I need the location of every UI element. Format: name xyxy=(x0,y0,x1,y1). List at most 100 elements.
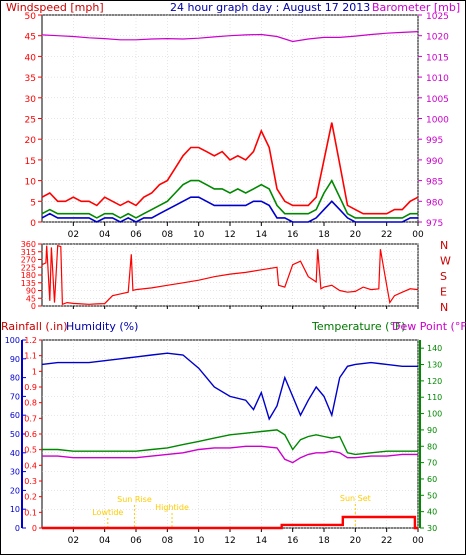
rain-tick-label: 1.1 xyxy=(24,352,37,361)
compass-label: E xyxy=(440,286,447,299)
humidity-tick-label: 50 xyxy=(10,430,20,439)
direction-tick-label: 225 xyxy=(21,263,36,272)
direction-tick-label: 315 xyxy=(21,248,36,257)
direction-tick-label: 90 xyxy=(26,287,36,296)
direction-tick-label: 270 xyxy=(21,256,36,265)
wind-direction-series xyxy=(41,244,419,306)
windspeed-tick-label: 35 xyxy=(25,74,36,84)
direction-tick-label: 135 xyxy=(21,279,36,288)
panel1-hour-label: 04 xyxy=(99,230,111,240)
barometer-tick-label: 1010 xyxy=(426,74,449,84)
direction-tick-label: 0 xyxy=(31,302,36,311)
panel3-hour-label: 10 xyxy=(193,536,205,546)
temperature-series xyxy=(42,429,418,456)
panel3-hour-label: 12 xyxy=(224,536,235,546)
panel3-hour-label: 22 xyxy=(381,536,392,546)
rain-tick-label: 0.8 xyxy=(24,399,37,408)
sun-rise-label: Sun Rise xyxy=(117,495,152,504)
rain-tick-label: 0.5 xyxy=(24,446,37,455)
barometer-tick-label: 995 xyxy=(426,136,443,146)
rain-humidity-temperature-panel: 010203040506070809010000.10.20.30.40.50.… xyxy=(5,336,443,546)
panel1-hour-label: 20 xyxy=(350,230,362,240)
compass-label: N xyxy=(440,239,448,252)
panel3-hour-label: 16 xyxy=(287,536,299,546)
wind-gust-series xyxy=(41,178,418,219)
barometer-tick-label: 980 xyxy=(426,198,443,208)
rain-tick-label: 0.7 xyxy=(24,414,37,423)
barometer-tick-label: 1015 xyxy=(426,53,449,63)
rain-tick-label: 1 xyxy=(32,367,37,376)
panel1-hour-label: 08 xyxy=(162,230,174,240)
barometer-tick-label: 990 xyxy=(426,157,443,167)
rain-tick-label: 1.2 xyxy=(24,336,37,345)
compass-label: N xyxy=(440,301,448,314)
rain-tick-label: 0 xyxy=(32,524,37,533)
windspeed-tick-label: 0 xyxy=(30,219,36,229)
low-tide-label: Lowtide xyxy=(92,508,123,517)
dew-point-axis-title: Dew Point (°F) xyxy=(392,320,466,333)
windspeed-tick-label: 50 xyxy=(25,12,37,22)
panel1-hour-label: 14 xyxy=(256,230,268,240)
barometer-tick-label: 1005 xyxy=(426,95,449,105)
dew-point-series xyxy=(42,445,418,464)
windspeed-tick-label: 20 xyxy=(25,136,37,146)
temperature-tick-label: 130 xyxy=(427,361,442,370)
rain-tick-label: 0.9 xyxy=(24,383,37,392)
panel3-hour-label: 06 xyxy=(130,536,142,546)
humidity-series xyxy=(41,352,418,421)
humidity-tick-label: 40 xyxy=(10,449,20,458)
high-tide-label: Hightide xyxy=(155,503,189,512)
panel1-hour-label: 00 xyxy=(412,230,424,240)
rain-tick-label: 0.6 xyxy=(24,430,37,439)
rainfall-series xyxy=(42,515,418,530)
humidity-tick-label: 30 xyxy=(10,468,20,477)
panel1-hour-label: 06 xyxy=(130,230,142,240)
temperature-tick-label: 50 xyxy=(427,491,437,500)
rain-tick-label: 0.1 xyxy=(24,508,37,517)
temperature-tick-label: 90 xyxy=(427,426,437,435)
humidity-axis-title: Humidity (%) xyxy=(66,320,138,333)
graph-title: 24 hour graph day : August 17 2013 xyxy=(170,1,370,14)
temperature-tick-label: 140 xyxy=(427,344,442,353)
temperature-tick-label: 100 xyxy=(427,410,442,419)
windspeed-series xyxy=(41,122,419,215)
windspeed-tick-label: 25 xyxy=(25,116,36,126)
windspeed-tick-label: 40 xyxy=(25,53,37,63)
windspeed-tick-label: 45 xyxy=(25,33,36,43)
temperature-tick-label: 80 xyxy=(427,442,437,451)
windspeed-tick-label: 15 xyxy=(25,157,36,167)
rain-tick-label: 0.3 xyxy=(24,477,37,486)
barometer-tick-label: 1000 xyxy=(426,116,449,126)
humidity-tick-label: 90 xyxy=(10,355,20,364)
humidity-tick-label: 60 xyxy=(10,411,20,420)
wind-average-series xyxy=(41,196,418,223)
barometer-tick-label: 1025 xyxy=(426,12,449,22)
compass-label: W xyxy=(440,255,451,268)
direction-tick-label: 180 xyxy=(21,271,36,280)
windspeed-tick-label: 10 xyxy=(25,178,37,188)
humidity-tick-label: 100 xyxy=(5,336,20,345)
rainfall-axis-title: Rainfall (.in) xyxy=(1,320,68,333)
barometer-series xyxy=(41,31,419,43)
panel1-hour-label: 22 xyxy=(381,230,392,240)
humidity-tick-label: 0 xyxy=(15,524,20,533)
temperature-tick-label: 60 xyxy=(427,475,437,484)
panel3-hour-label: 18 xyxy=(318,536,330,546)
humidity-tick-label: 80 xyxy=(10,374,20,383)
direction-tick-label: 360 xyxy=(21,240,36,249)
barometer-axis-title: Barometer [mb] xyxy=(372,1,460,14)
barometer-tick-label: 1020 xyxy=(426,33,449,43)
panel1-hour-label: 18 xyxy=(318,230,330,240)
panel3-hour-label: 00 xyxy=(412,536,424,546)
rain-tick-label: 0.2 xyxy=(24,493,37,502)
panel1-hour-label: 10 xyxy=(193,230,205,240)
compass-label: S xyxy=(440,270,447,283)
temperature-tick-label: 70 xyxy=(427,459,437,468)
sun-set-label: Sun Set xyxy=(340,494,371,503)
barometer-tick-label: 985 xyxy=(426,178,443,188)
barometer-tick-label: 975 xyxy=(426,219,443,229)
humidity-tick-label: 20 xyxy=(10,486,20,495)
